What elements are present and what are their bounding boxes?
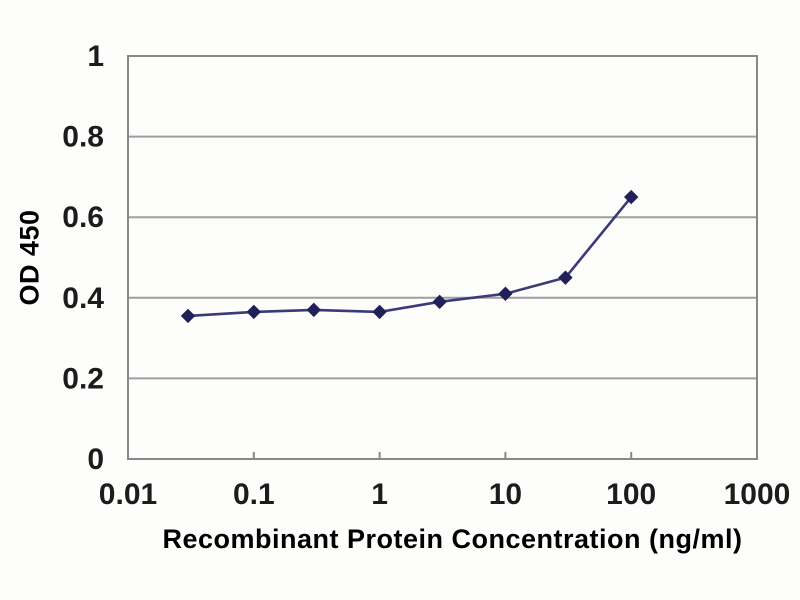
plot-border	[127, 55, 758, 460]
data-point-marker	[372, 304, 387, 320]
data-point-marker	[180, 308, 196, 324]
data-point-marker	[306, 302, 322, 318]
y-tick-label: 0.6	[62, 201, 104, 234]
data-series	[180, 189, 639, 324]
y-tick-label: 0.8	[62, 121, 104, 154]
data-point-marker	[246, 304, 262, 320]
data-point-marker	[432, 294, 447, 310]
y-tick-label: 0	[87, 443, 104, 476]
data-point-marker	[558, 270, 573, 285]
x-tick-label: 1000	[724, 478, 791, 511]
series-line	[186, 195, 633, 318]
y-tick-label: 0.2	[62, 362, 104, 395]
plot-frame	[127, 55, 758, 460]
axis-tick-labels: 0.01 0.1 1 10 100 1000 0 0.2 0.4 0.6 0.8 1	[62, 40, 790, 511]
gridlines	[128, 55, 757, 380]
data-point-marker	[498, 286, 513, 301]
y-tick-label: 1	[87, 40, 104, 73]
x-axis-ticks	[252, 452, 633, 459]
x-tick-label: 100	[606, 478, 656, 511]
x-tick-label: 1	[371, 478, 388, 511]
x-tick-label: 0.1	[233, 478, 275, 511]
data-point-marker	[623, 189, 639, 205]
x-tick-label: 10	[489, 478, 522, 511]
x-tick-label: 0.01	[99, 478, 157, 511]
y-tick-label: 0.4	[62, 282, 104, 315]
